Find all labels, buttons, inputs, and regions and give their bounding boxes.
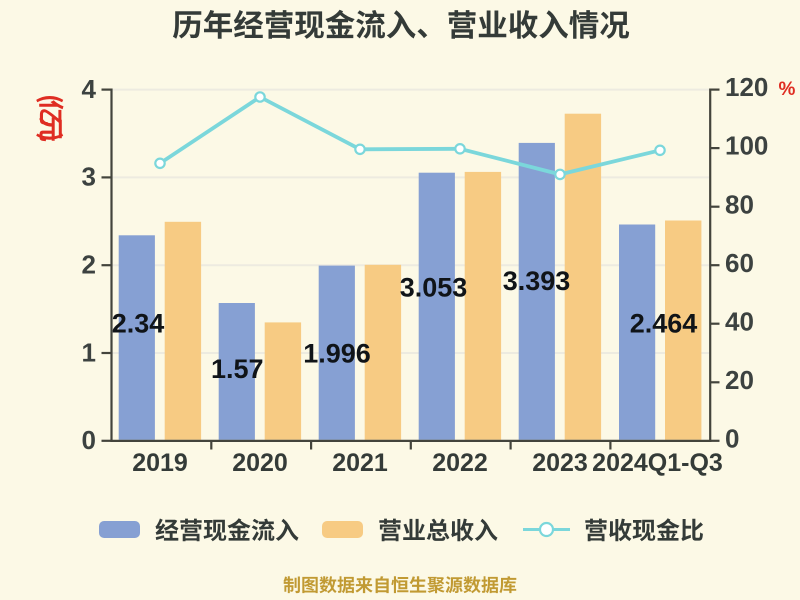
svg-text:1.57: 1.57: [211, 354, 264, 384]
svg-text:2019: 2019: [132, 449, 188, 477]
svg-text:100: 100: [725, 131, 768, 161]
svg-text:%: %: [779, 79, 796, 100]
svg-text:1.996: 1.996: [303, 339, 371, 369]
svg-text:80: 80: [725, 189, 754, 219]
svg-text:1: 1: [82, 337, 96, 367]
svg-text:20: 20: [725, 365, 754, 395]
svg-text:2023: 2023: [532, 449, 588, 477]
svg-text:4: 4: [82, 74, 97, 104]
svg-text:3.393: 3.393: [503, 266, 571, 296]
svg-text:2022: 2022: [432, 449, 488, 477]
svg-text:60: 60: [725, 248, 754, 278]
svg-text:2: 2: [82, 250, 96, 280]
svg-text:2021: 2021: [332, 449, 388, 477]
svg-text:120: 120: [725, 72, 768, 102]
svg-text:2024Q1-Q3: 2024Q1-Q3: [592, 449, 723, 477]
svg-text:2020: 2020: [232, 449, 288, 477]
svg-text:40: 40: [725, 306, 754, 336]
svg-text:0: 0: [725, 423, 739, 453]
svg-text:3: 3: [82, 162, 96, 192]
svg-text:2.34: 2.34: [112, 309, 165, 339]
svg-text:0: 0: [82, 425, 96, 455]
svg-text:3.053: 3.053: [400, 273, 468, 303]
svg-text:2.464: 2.464: [630, 309, 698, 339]
